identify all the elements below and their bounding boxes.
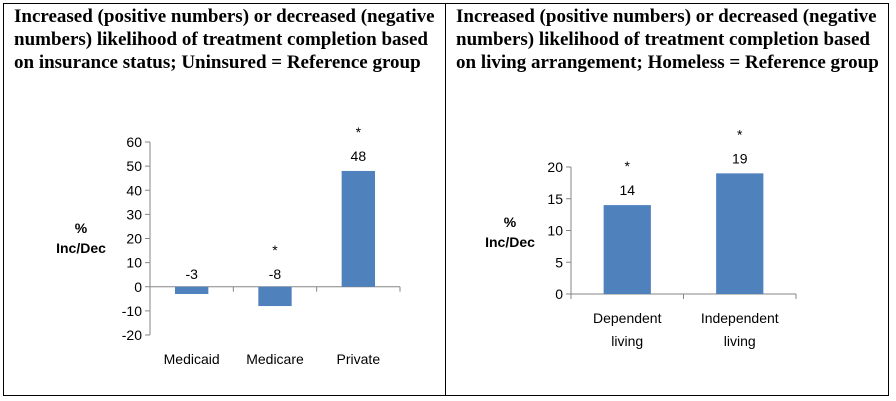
- bar: [341, 170, 375, 287]
- data-label: 14: [619, 182, 635, 198]
- panel-living: Increased (positive numbers) or decrease…: [446, 3, 888, 396]
- y-tick-label: 50: [126, 158, 142, 174]
- y-tick-label: 30: [126, 206, 142, 222]
- y-tick-label: 20: [547, 159, 563, 175]
- x-category-label: Medicaid: [164, 351, 220, 367]
- y-tick-label: -10: [122, 303, 142, 319]
- y-axis-label: Inc/Dec: [56, 240, 106, 256]
- chart-title: Increased (positive numbers) or decrease…: [456, 6, 879, 73]
- y-axis-label: Inc/Dec: [485, 234, 535, 250]
- data-label: -3: [185, 266, 198, 282]
- y-tick-label: 15: [547, 191, 563, 207]
- bar: [603, 205, 651, 294]
- bar: [716, 173, 764, 294]
- y-tick-label: 40: [126, 182, 142, 198]
- x-category-label: living: [611, 333, 643, 349]
- insurance-bar-chart: -20 -10 0 10 20 30 40 50 60 -3 Medicaid -8 * Medicare…: [56, 124, 401, 367]
- data-label: -8: [269, 266, 282, 282]
- x-category-label: Dependent: [593, 310, 662, 326]
- y-tick-label: 60: [126, 134, 142, 150]
- significance-marker: *: [356, 124, 362, 140]
- chart-title: Increased (positive numbers) or decrease…: [14, 6, 435, 73]
- y-tick-label: 20: [126, 231, 142, 247]
- y-tick-label: -20: [122, 327, 142, 343]
- x-category-label: Private: [337, 351, 381, 367]
- significance-marker: *: [737, 126, 743, 142]
- x-category-label: living: [724, 333, 756, 349]
- significance-marker: *: [625, 158, 631, 174]
- data-label: 19: [732, 150, 748, 166]
- significance-marker: *: [272, 242, 278, 258]
- panel-divider: [445, 3, 446, 396]
- y-tick-label: 10: [547, 223, 563, 239]
- figure-frame: [3, 3, 889, 396]
- living-bar-chart: 0 5 10 15 20 14 * Dependent living 19 * Independent…: [485, 126, 797, 349]
- y-tick-label: 5: [555, 254, 563, 270]
- panel-insurance: Increased (positive numbers) or decrease…: [4, 3, 445, 396]
- y-tick-label: 0: [555, 286, 563, 302]
- x-category-label: Independent: [701, 310, 779, 326]
- bar: [175, 286, 209, 294]
- y-axis-label: %: [504, 214, 517, 230]
- data-label: 48: [351, 148, 367, 164]
- y-tick-label: 10: [126, 255, 142, 271]
- bar: [258, 286, 292, 307]
- y-axis-label: %: [75, 220, 88, 236]
- y-tick-label: 0: [134, 279, 142, 295]
- x-category-label: Medicare: [246, 351, 304, 367]
